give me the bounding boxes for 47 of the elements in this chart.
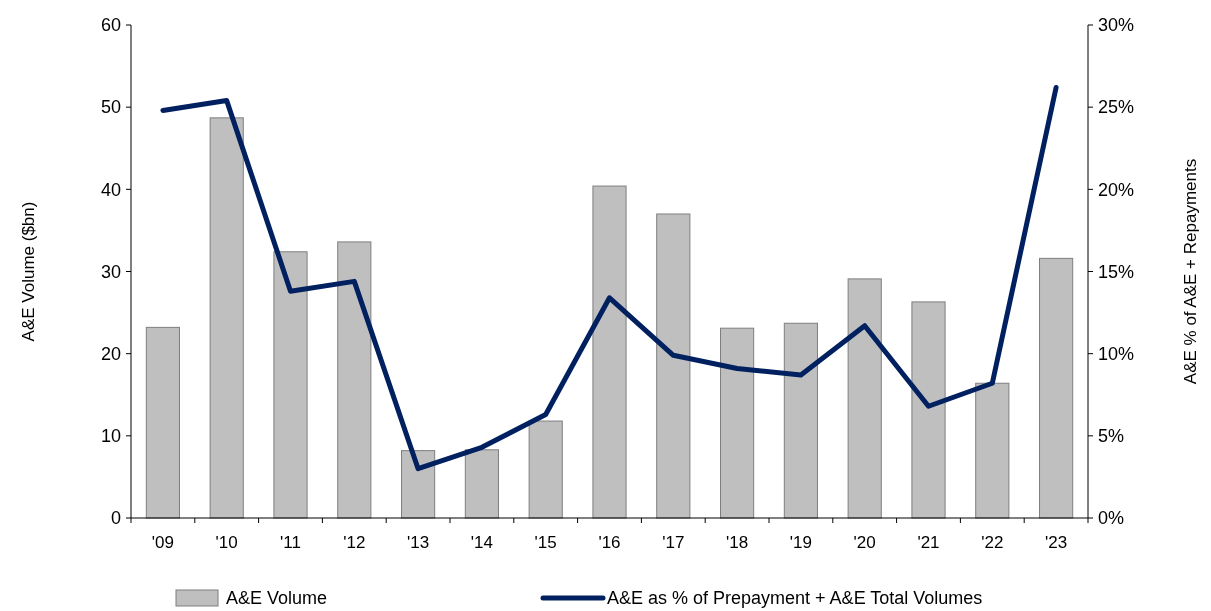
bar <box>847 278 882 519</box>
x-tick-label: '10 <box>215 533 238 552</box>
y2-tick-label: 20% <box>1098 179 1135 200</box>
x-tick-label: '18 <box>726 533 749 552</box>
x-tick-label: '17 <box>662 533 685 552</box>
x-tick-label: '13 <box>407 533 430 552</box>
x-tick-label: '09 <box>151 533 174 552</box>
x-tick-label: '15 <box>534 533 557 552</box>
x-tick-label: '23 <box>1045 533 1068 552</box>
y-tick-label: 50 <box>100 97 121 118</box>
x-tick-label: '19 <box>789 533 812 552</box>
y2-tick-label: 5% <box>1098 426 1125 447</box>
y-tick-label: 40 <box>100 179 121 200</box>
bar <box>656 213 691 519</box>
y-tick-label: 20 <box>100 343 121 364</box>
legend-label: A&E as % of Prepayment + A&E Total Volumes <box>607 588 983 609</box>
bar <box>528 420 563 519</box>
x-tick-label: '14 <box>470 533 493 552</box>
y2-axis-title: A&E % of A&E + Repayments <box>1181 158 1200 385</box>
x-tick-label: '22 <box>981 533 1004 552</box>
y-tick-label: 30 <box>100 261 121 282</box>
x-tick-label: '12 <box>343 533 366 552</box>
bar <box>1039 257 1074 519</box>
legend-label: A&E Volume <box>226 588 328 609</box>
bar <box>911 301 946 519</box>
y2-tick-label: 0% <box>1098 508 1125 529</box>
x-tick-label: '16 <box>598 533 621 552</box>
bar <box>209 117 244 519</box>
y-tick-label: 10 <box>100 426 121 447</box>
bar <box>975 382 1010 519</box>
bar <box>464 449 499 519</box>
bar <box>337 241 372 519</box>
bar <box>720 327 755 519</box>
y2-tick-label: 15% <box>1098 261 1135 282</box>
x-tick-label: '20 <box>853 533 876 552</box>
x-tick-label: '21 <box>917 533 940 552</box>
bar <box>273 251 308 519</box>
y-tick-label: 0 <box>110 508 121 529</box>
x-tick-label: '11 <box>280 533 301 552</box>
bar <box>145 326 180 519</box>
y-axis-title: A&E Volume ($bn) <box>19 201 38 342</box>
bar <box>783 322 818 519</box>
bar <box>592 185 627 519</box>
y2-tick-label: 10% <box>1098 343 1135 364</box>
y2-tick-label: 30% <box>1098 15 1135 36</box>
y-tick-label: 60 <box>100 15 121 36</box>
y2-tick-label: 25% <box>1098 97 1135 118</box>
